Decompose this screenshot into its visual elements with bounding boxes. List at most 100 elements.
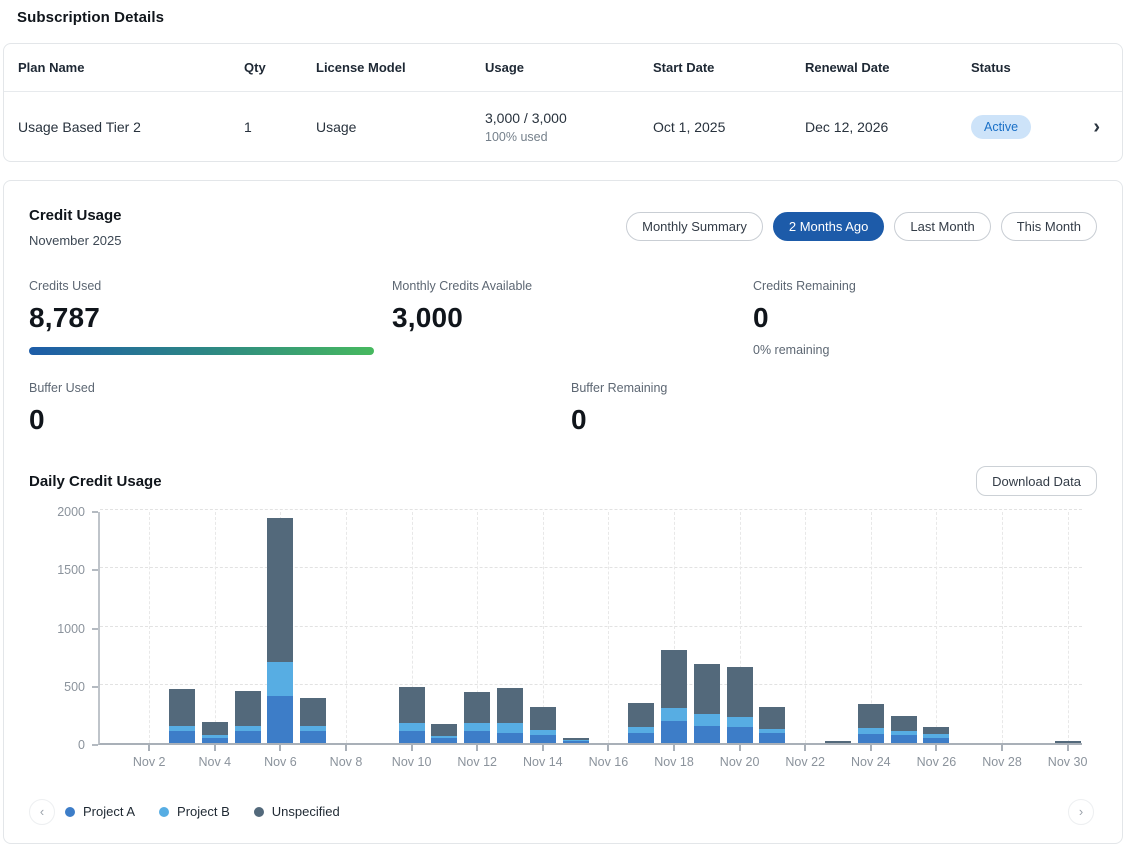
x-tick-label: Nov 6: [264, 755, 297, 769]
bar-segment-project-a[interactable]: [300, 730, 327, 743]
monthly-summary-button[interactable]: Monthly Summary: [626, 212, 763, 241]
bar-segment-project-a[interactable]: [169, 731, 195, 743]
bar-segment-project-a[interactable]: [923, 737, 950, 743]
bar-segment-unspecified[interactable]: [759, 706, 786, 730]
bar-segment-project-a[interactable]: [497, 733, 523, 743]
legend-next-icon[interactable]: ›: [1068, 798, 1094, 825]
table-row[interactable]: Usage Based Tier 2 1 Usage 3,000 / 3,000…: [4, 92, 1122, 161]
bar-segment-project-b[interactable]: [234, 725, 261, 732]
bar-segment-unspecified[interactable]: [825, 740, 851, 743]
v-gridline: [477, 512, 479, 743]
bar-segment-unspecified[interactable]: [1054, 741, 1081, 743]
v-gridline: [674, 512, 675, 743]
bar-segment-project-a[interactable]: [201, 738, 228, 743]
x-tick-label: Nov 12: [457, 755, 497, 769]
v-gridline: [149, 512, 151, 743]
x-tick-label: Nov 8: [329, 755, 363, 769]
bar-segment-unspecified[interactable]: [169, 689, 195, 726]
bar-segment-project-b[interactable]: [923, 734, 950, 738]
this-month-button[interactable]: This Month: [1000, 212, 1097, 241]
x-tick-label: Nov 10: [391, 755, 432, 769]
monthly-credits-stat: Monthly Credits Available 3,000: [392, 279, 753, 357]
bar-segment-project-b[interactable]: [169, 725, 195, 732]
buffer-remaining-label: Buffer Remaining: [571, 381, 668, 395]
bar-segment-unspecified[interactable]: [857, 703, 884, 728]
bar-segment-project-b[interactable]: [300, 725, 327, 731]
bar-segment-unspecified[interactable]: [693, 664, 720, 714]
bar-segment-unspecified[interactable]: [464, 691, 491, 724]
bar-segment-project-b[interactable]: [693, 713, 720, 727]
credits-used-progress-bar: [29, 347, 374, 355]
h-gridline: [100, 625, 1082, 627]
bar-segment-project-b[interactable]: [628, 727, 655, 734]
y-tick-mark: [92, 627, 98, 630]
two-months-ago-button[interactable]: 2 Months Ago: [772, 212, 885, 241]
bar-segment-project-a[interactable]: [529, 734, 556, 743]
bar-segment-project-a[interactable]: [628, 733, 655, 743]
bar-segment-project-b[interactable]: [431, 736, 458, 739]
bar-segment-project-b[interactable]: [497, 723, 523, 734]
legend-item-project-a[interactable]: Project A: [65, 804, 135, 819]
v-gridline: [411, 512, 413, 743]
row-expand-chevron-icon[interactable]: ›: [1093, 115, 1100, 138]
bar-segment-project-b[interactable]: [759, 729, 786, 733]
legend-item-unspecified[interactable]: Unspecified: [253, 804, 340, 819]
bar-segment-project-b[interactable]: [661, 708, 687, 722]
last-month-button[interactable]: Last Month: [894, 212, 991, 241]
bar-segment-project-a[interactable]: [431, 738, 458, 743]
bar-segment-project-b[interactable]: [398, 723, 425, 731]
x-tick-mark: [804, 745, 807, 751]
credits-remaining-sub: 0% remaining: [753, 343, 830, 357]
x-tick-mark: [738, 745, 741, 751]
x-tick-mark: [673, 745, 675, 751]
license-model-cell: Usage: [316, 118, 357, 135]
bar-segment-project-b[interactable]: [529, 729, 556, 735]
y-tick-label: 0: [78, 738, 85, 752]
bar-segment-project-b[interactable]: [726, 716, 753, 728]
bar-segment-unspecified[interactable]: [661, 649, 687, 709]
bar-segment-unspecified[interactable]: [497, 687, 523, 724]
bar-segment-unspecified[interactable]: [529, 707, 556, 730]
bar-segment-unspecified[interactable]: [890, 715, 917, 731]
bar-segment-unspecified[interactable]: [562, 737, 589, 741]
bar-segment-unspecified[interactable]: [431, 724, 458, 737]
bar-segment-project-a[interactable]: [234, 731, 261, 743]
bar-segment-unspecified[interactable]: [234, 691, 261, 726]
monthly-credits-label: Monthly Credits Available: [392, 279, 533, 293]
bar-segment-project-b[interactable]: [857, 727, 884, 734]
bar-segment-unspecified[interactable]: [726, 666, 753, 717]
bar-segment-project-b[interactable]: [267, 662, 294, 696]
daily-usage-chart: 0 500 1000 1500 2000 Nov 2 Nov 4 Nov 6 Nov 8 Nov…: [29, 505, 1097, 774]
x-tick-mark: [1066, 745, 1069, 751]
bar-segment-project-a[interactable]: [398, 730, 425, 743]
bar-segment-unspecified[interactable]: [398, 686, 425, 724]
bar-segment-project-a[interactable]: [890, 734, 917, 743]
bar-segment-unspecified[interactable]: [201, 722, 228, 735]
bar-segment-project-b[interactable]: [890, 730, 917, 735]
v-gridline: [608, 512, 610, 743]
bar-segment-project-a[interactable]: [759, 732, 786, 743]
x-tick-mark: [935, 745, 938, 751]
bar-segment-project-a[interactable]: [267, 695, 294, 743]
legend-item-project-b[interactable]: Project B: [159, 804, 230, 819]
bar-segment-unspecified[interactable]: [628, 703, 655, 728]
download-data-button[interactable]: Download Data: [976, 466, 1097, 496]
y-tick-mark: [92, 685, 98, 688]
bar-segment-unspecified[interactable]: [300, 697, 327, 726]
bar-segment-project-a[interactable]: [857, 733, 884, 743]
bar-segment-project-b[interactable]: [562, 740, 589, 742]
credits-remaining-value: 0: [753, 302, 769, 333]
col-header-renewal-date: Renewal Date: [805, 60, 890, 75]
bar-segment-project-a[interactable]: [464, 731, 491, 743]
y-tick-label: 2000: [57, 505, 85, 519]
bar-segment-project-b[interactable]: [201, 734, 228, 739]
bar-segment-project-a[interactable]: [562, 741, 589, 743]
bar-segment-project-a[interactable]: [661, 721, 687, 743]
bar-segment-project-b[interactable]: [464, 723, 491, 732]
bar-segment-project-a[interactable]: [693, 726, 720, 743]
y-tick-mark: [92, 511, 98, 513]
bar-segment-unspecified[interactable]: [923, 727, 950, 735]
bar-segment-project-a[interactable]: [726, 727, 753, 743]
legend-prev-icon[interactable]: ‹: [29, 798, 55, 825]
bar-segment-unspecified[interactable]: [267, 517, 294, 663]
